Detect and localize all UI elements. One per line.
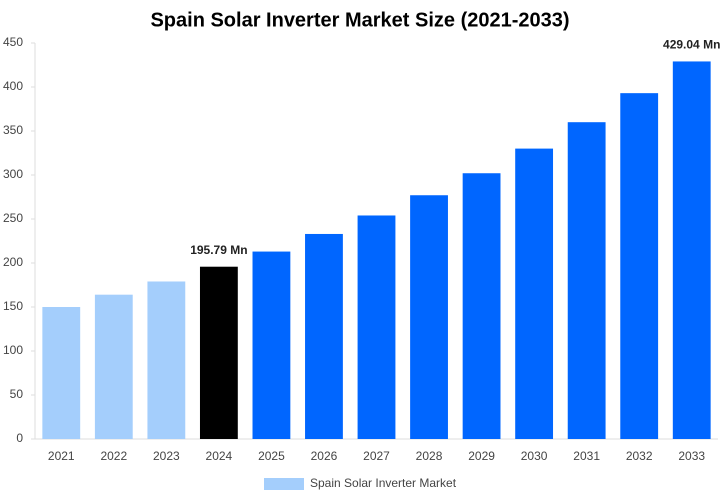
bar [199, 266, 238, 439]
y-tick-label: 50 [10, 387, 24, 401]
y-tick-label: 350 [3, 123, 23, 137]
data-label: 429.04 Mn [663, 38, 720, 52]
x-tick-label: 2028 [416, 449, 443, 463]
bar [462, 173, 501, 440]
bar [567, 122, 606, 439]
bar [672, 61, 711, 440]
data-label: 195.79 Mn [190, 243, 247, 257]
y-tick-label: 450 [3, 35, 23, 49]
bar [620, 93, 659, 439]
bar [515, 148, 554, 439]
x-tick-label: 2027 [363, 449, 390, 463]
x-tick-label: 2024 [206, 449, 233, 463]
x-tick-label: 2031 [573, 449, 600, 463]
y-tick-label: 150 [3, 299, 23, 313]
chart-title: Spain Solar Inverter Market Size (2021-2… [150, 9, 569, 31]
bar [94, 294, 133, 439]
bar [305, 233, 343, 439]
x-tick-label: 2022 [100, 449, 127, 463]
legend-swatch [264, 478, 304, 490]
bar [147, 281, 186, 439]
y-tick-label: 250 [3, 211, 23, 225]
x-tick-label: 2032 [626, 449, 653, 463]
x-tick-label: 2023 [153, 449, 180, 463]
y-tick-label: 400 [3, 79, 23, 93]
x-tick-label: 2021 [48, 449, 75, 463]
bar [252, 251, 291, 439]
legend-label: Spain Solar Inverter Market [310, 476, 457, 490]
y-tick-label: 300 [3, 167, 23, 181]
x-tick-label: 2029 [468, 449, 495, 463]
y-tick-label: 0 [16, 431, 23, 445]
x-tick-label: 2026 [311, 449, 338, 463]
y-tick-label: 200 [3, 255, 23, 269]
x-tick-label: 2033 [678, 449, 705, 463]
bar [42, 307, 81, 439]
bar [357, 215, 396, 439]
x-tick-label: 2030 [521, 449, 548, 463]
bar [410, 195, 448, 439]
y-tick-label: 100 [3, 343, 23, 357]
x-tick-label: 2025 [258, 449, 285, 463]
